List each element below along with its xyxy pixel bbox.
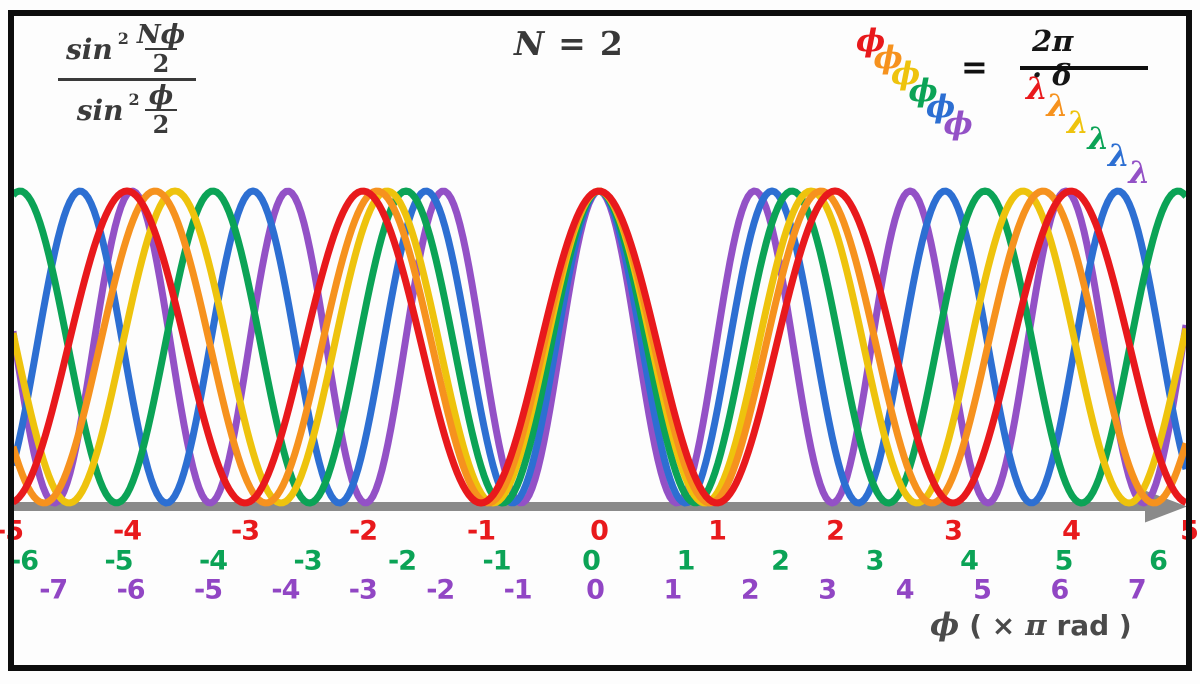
equals-sign: = — [558, 24, 586, 63]
n-phi: Nϕ — [136, 20, 186, 50]
curve-red — [13, 187, 1187, 507]
tick-green-0: 0 — [582, 545, 601, 577]
fraction-bar — [58, 78, 197, 81]
tick-red-1: 1 — [708, 515, 727, 547]
phi-glyph-purple: ϕ — [943, 105, 973, 142]
lambda-glyph-orange: λ — [1046, 87, 1069, 124]
tick-purple--4: -4 — [271, 574, 300, 606]
tick-red-5: 5 — [1180, 515, 1199, 547]
phi-glyph-red: ϕ — [856, 23, 886, 59]
equation-fraction-bar — [1020, 66, 1148, 70]
tick-purple-3: 3 — [818, 574, 837, 606]
tick-red--3: -3 — [231, 515, 260, 547]
tick-red-0: 0 — [590, 515, 609, 547]
big-fraction: sin 2 Nϕ 2 sin 2 ϕ 2 — [58, 20, 197, 139]
tick-green--1: -1 — [482, 545, 512, 577]
tick-green-3: 3 — [865, 545, 885, 577]
lambda-glyph-yellow: λ — [1067, 104, 1089, 141]
tick-green--5: -5 — [104, 545, 134, 577]
tick-green--2: -2 — [388, 545, 417, 577]
tick-green--4: -4 — [199, 545, 228, 577]
x-axis-label: ϕ ( × π rad ) — [930, 607, 1132, 643]
x-axis-line — [13, 502, 1153, 511]
inner-fraction-num: Nϕ 2 — [134, 22, 188, 76]
phi-glyph-green: ϕ — [908, 72, 938, 109]
sin-label-2: sin — [76, 93, 124, 127]
phi-glyph-yellow: ϕ — [891, 56, 921, 92]
tick-green-2: 2 — [771, 545, 790, 577]
den-denominator-2: 2 — [144, 109, 178, 137]
n-equals-2-title: N = 2 — [514, 24, 623, 63]
tick-purple-0: 0 — [586, 574, 605, 606]
tick-green-5: 5 — [1054, 545, 1074, 577]
tick-purple-6: 6 — [1050, 574, 1069, 606]
tick-red--2: -2 — [349, 515, 378, 547]
tick-purple-4: 4 — [895, 574, 915, 606]
tick-purple-7: 7 — [1127, 574, 1147, 606]
n-symbol: N — [514, 24, 545, 63]
tick-green-1: 1 — [676, 545, 696, 577]
tick-purple--5: -5 — [194, 574, 223, 606]
sin-exponent-2: 2 — [128, 89, 140, 109]
tick-red--5: -5 — [0, 515, 24, 547]
tick-red--1: -1 — [467, 515, 496, 547]
lambda-glyph-green: λ — [1087, 121, 1110, 158]
tick-purple--1: -1 — [503, 574, 533, 606]
sin-exponent: 2 — [117, 28, 129, 48]
phi-axis-symbol: ϕ — [930, 607, 960, 643]
pi-symbol: π — [1025, 608, 1047, 642]
tick-green--6: -6 — [10, 545, 39, 577]
tick-purple-5: 5 — [973, 574, 992, 606]
tick-purple-2: 2 — [740, 574, 760, 606]
lambda-glyph-red: λ — [1026, 71, 1048, 107]
fraction-numerator: sin 2 Nϕ 2 — [58, 20, 196, 78]
tick-red-4: 4 — [1062, 515, 1081, 547]
phi-glyph-blue: ϕ — [926, 89, 956, 125]
axis-open-paren: ( × — [969, 609, 1016, 642]
n-value: 2 — [599, 24, 623, 63]
num-denominator-2: 2 — [144, 48, 178, 76]
phi-symbol: ϕ — [148, 81, 174, 111]
tick-purple-1: 1 — [663, 574, 682, 606]
equation-numerator: 2π · δ — [1032, 24, 1074, 92]
x-axis-arrow-icon — [1145, 490, 1187, 523]
formula-intensity: sin 2 Nϕ 2 sin 2 ϕ 2 — [58, 20, 197, 139]
tick-green--3: -3 — [293, 545, 323, 577]
tick-purple--7: -7 — [39, 574, 68, 606]
tick-green-6: 6 — [1149, 545, 1168, 577]
tick-green-4: 4 — [960, 545, 979, 577]
fraction-denominator: sin 2 ϕ 2 — [69, 81, 186, 139]
equation-equals: = — [961, 48, 988, 86]
tick-red-2: 2 — [826, 515, 845, 547]
axis-close-paren: rad ) — [1056, 609, 1132, 642]
lambda-glyph-purple: λ — [1128, 155, 1151, 191]
sin-label: sin — [66, 32, 113, 66]
tick-purple--6: -6 — [116, 574, 146, 606]
phi-glyph-orange: ϕ — [873, 39, 903, 76]
tick-red--4: -4 — [113, 515, 142, 547]
tick-purple--3: -3 — [348, 574, 378, 606]
inner-fraction-den: ϕ 2 — [144, 81, 178, 137]
lambda-glyph-blue: λ — [1108, 138, 1130, 175]
tick-purple--2: -2 — [426, 574, 455, 606]
tick-red-3: 3 — [944, 515, 963, 547]
